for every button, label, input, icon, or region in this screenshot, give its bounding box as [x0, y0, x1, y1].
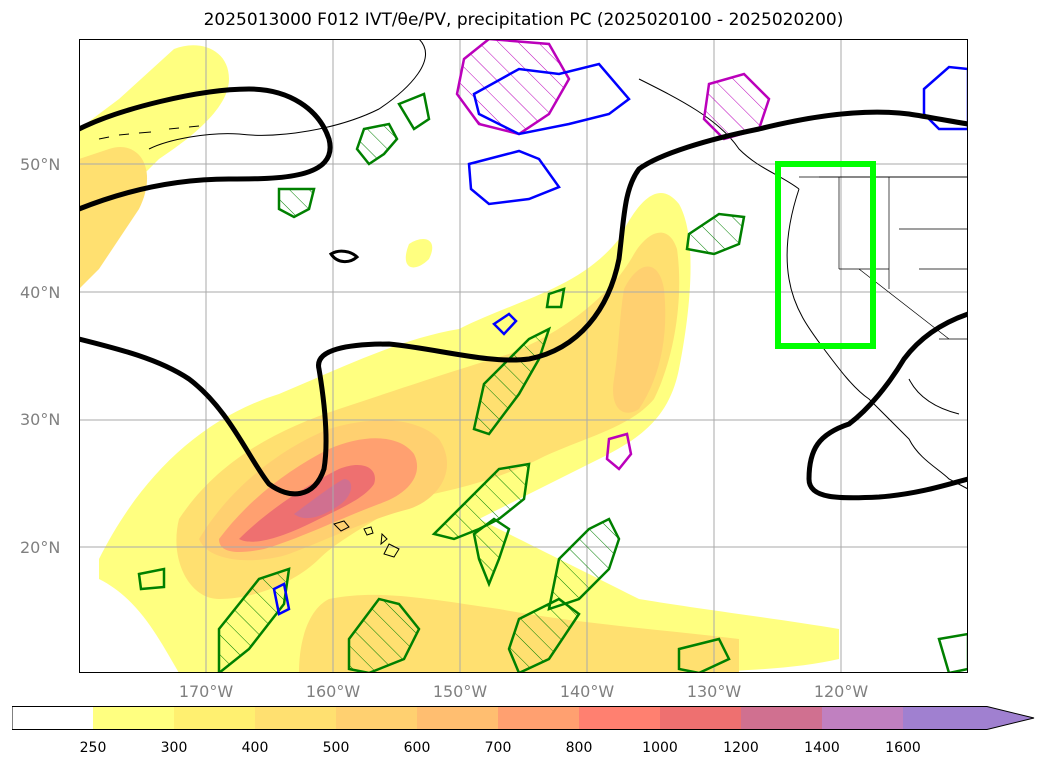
highlight-box [775, 161, 876, 349]
ivt-colorbar [12, 706, 1035, 730]
map-canvas [79, 39, 968, 673]
colorbar-swatch [660, 706, 741, 730]
baja-coast [908, 378, 960, 415]
pv-contour [467, 149, 561, 206]
precip-contour [472, 326, 552, 436]
precip-contour [507, 597, 581, 673]
colorbar-swatch [12, 706, 93, 730]
lon-label-160w: 160°W [305, 682, 361, 701]
ivt-1000-band [294, 479, 352, 519]
precip-contour [277, 187, 316, 219]
north-america-west-coast [786, 188, 968, 490]
lon-label-120w: 120°W [813, 682, 869, 701]
colorbar-swatch [174, 706, 255, 730]
lat-label-20n: 20°N [20, 538, 61, 557]
lat-label-50n: 50°N [20, 155, 61, 174]
colorbar-tick-label: 300 [160, 740, 188, 756]
theta-e-contour [328, 249, 360, 263]
ivt-250-band [405, 239, 433, 268]
precip-contour [355, 122, 399, 166]
colorbar-tick-label: 1600 [885, 740, 921, 756]
precip-contour [347, 597, 421, 673]
lon-label-140w: 140°W [559, 682, 615, 701]
colorbar-swatch [822, 706, 903, 730]
precip-contour [217, 567, 291, 673]
theta-e-contours [79, 86, 968, 501]
hawaii-islands [333, 520, 400, 558]
precip-contour [937, 632, 968, 673]
ivt-300-band [79, 147, 148, 289]
map-plot-area [79, 39, 968, 673]
colorbar-swatch [579, 706, 660, 730]
pv-contour [492, 312, 518, 336]
colorbar-swatch [336, 706, 417, 730]
precip-contour [137, 567, 166, 591]
lon-label-130w: 130°W [686, 682, 742, 701]
pv-high-contours [455, 39, 771, 471]
pv-contour [472, 62, 631, 136]
lon-label-150w: 150°W [432, 682, 488, 701]
lon-label-170w: 170°W [178, 682, 234, 701]
precip-contour [431, 462, 531, 541]
theta-e-contour [79, 86, 333, 212]
colorbar-tick-label: 800 [565, 740, 593, 756]
pv-contour [272, 582, 291, 616]
colorbar-tick-label: 500 [322, 740, 350, 756]
precip-contour [397, 92, 431, 131]
theta-e-contour [806, 311, 968, 501]
precip-contour [677, 637, 731, 673]
colorbar-swatch [93, 706, 174, 730]
map-title: 2025013000 F012 IVT/θe/PV, precipitation… [203, 10, 844, 30]
colorbar-swatch [255, 706, 336, 730]
colorbar-tick-label: 1000 [642, 740, 678, 756]
colorbar-tick-label: 400 [241, 740, 269, 756]
lat-label-40n: 40°N [20, 283, 61, 302]
colorbar-tick-label: 700 [484, 740, 512, 756]
colorbar-swatch [903, 706, 1034, 730]
precip-pc-contours [137, 92, 968, 673]
colorbar-swatch [741, 706, 822, 730]
colorbar-tick-label: 1400 [804, 740, 840, 756]
colorbar-tick-label: 1200 [723, 740, 759, 756]
lat-label-30n: 30°N [20, 410, 61, 429]
colorbar-tick-label: 600 [403, 740, 431, 756]
ivt-shading [79, 45, 839, 673]
colorbar-tick-label: 250 [79, 740, 107, 756]
precip-contour [472, 517, 511, 588]
colorbar-swatches [12, 706, 1034, 730]
theta-e-contour [79, 109, 968, 497]
pv-high-contour [455, 39, 571, 136]
pv-high-contour [605, 432, 633, 471]
colorbar-swatch [417, 706, 498, 730]
precip-contour [685, 212, 746, 256]
colorbar-swatch [498, 706, 579, 730]
alaska-coast [148, 39, 426, 150]
precip-contour [545, 287, 566, 309]
aleutian-islands [98, 125, 200, 140]
ivt-400-band [613, 266, 666, 413]
